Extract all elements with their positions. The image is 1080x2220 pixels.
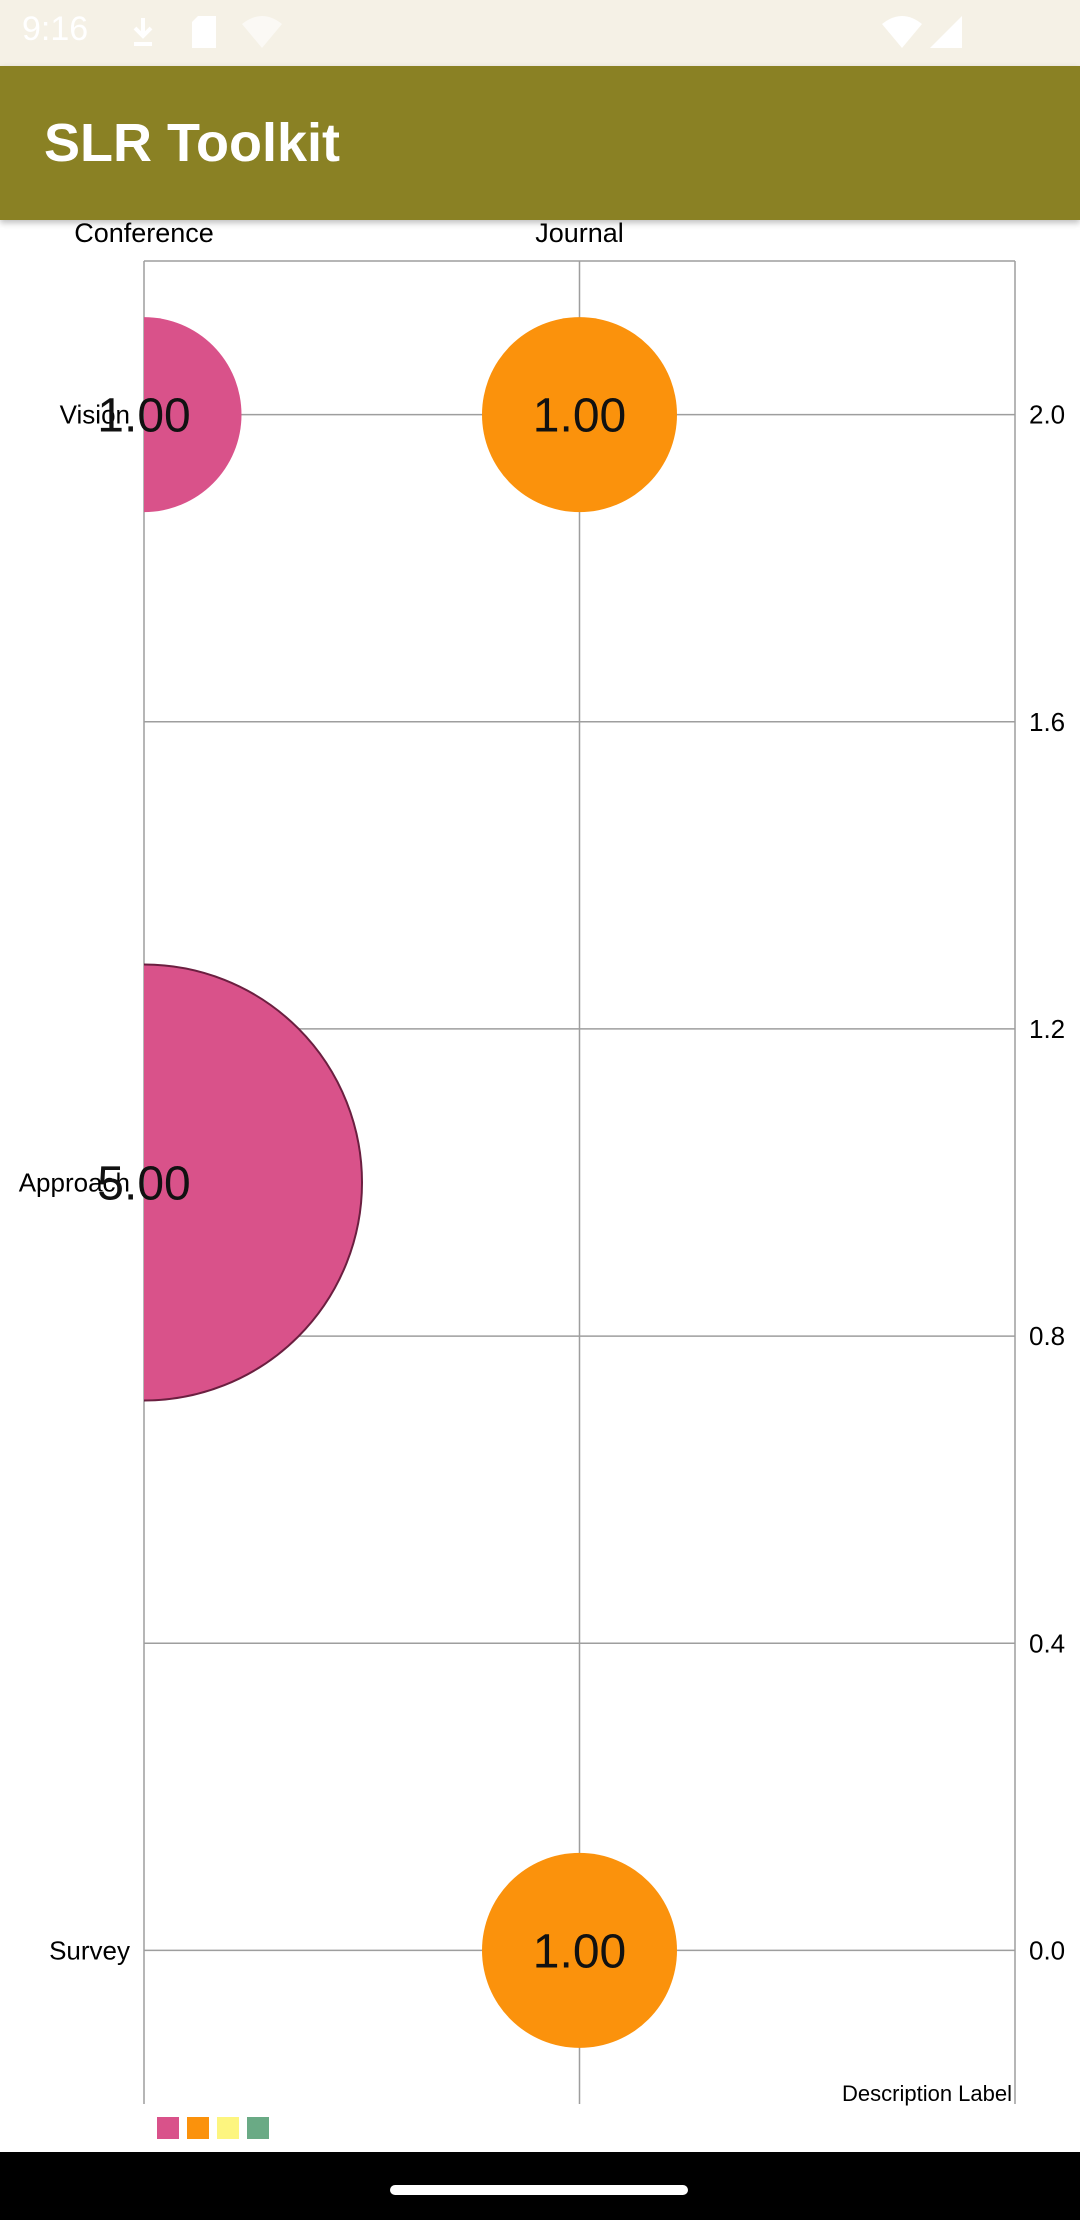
bubble-value-label: 5.00 <box>97 1158 190 1211</box>
y-tick-label-right: 2.0 <box>1029 400 1065 430</box>
wifi-question-icon <box>242 16 282 48</box>
app-bar: SLR Toolkit <box>0 66 1080 220</box>
x-tick-label: Conference <box>74 220 214 248</box>
description-label: Description Label <box>842 2081 1012 2106</box>
y-tick-label-right: 1.2 <box>1029 1014 1065 1044</box>
bubble-value-label: 1.00 <box>533 1925 626 1978</box>
legend-swatch[interactable] <box>247 2117 269 2139</box>
y-category-label: Survey <box>49 1935 130 1965</box>
bubble-value-label: 1.00 <box>97 390 190 443</box>
y-category-label: Vision <box>60 400 130 430</box>
y-tick-label-right: 1.6 <box>1029 707 1065 737</box>
signal-icon <box>930 16 962 48</box>
y-tick-label-right: 0.0 <box>1029 1935 1065 1965</box>
y-category-label: Approach <box>19 1168 130 1198</box>
wifi-icon <box>882 16 922 48</box>
status-bar: 9:16 <box>0 0 1080 66</box>
app-title: SLR Toolkit <box>44 113 340 173</box>
bubble <box>482 317 677 513</box>
legend-swatch[interactable] <box>217 2117 239 2139</box>
x-tick-label: Journal <box>535 220 624 248</box>
legend-swatch[interactable] <box>157 2117 179 2139</box>
status-time: 9:16 <box>22 10 89 48</box>
bubble-value-label: 1.00 <box>533 390 626 443</box>
bubble <box>144 963 363 1402</box>
bubble <box>482 1852 677 2048</box>
legend-swatch[interactable] <box>187 2117 209 2139</box>
sd-card-icon <box>192 16 216 48</box>
bubble-chart-container[interactable]: Conference Journal 0.0 0.4 0.8 1.2 1.6 2.0 Surve… <box>0 218 1080 2152</box>
download-icon <box>133 18 153 46</box>
bubble <box>144 317 242 513</box>
bubble-chart[interactable]: Conference Journal 0.0 0.4 0.8 1.2 1.6 2.0 Surve… <box>0 218 1080 2152</box>
y-tick-label-right: 0.4 <box>1029 1628 1065 1658</box>
y-tick-label-right: 0.8 <box>1029 1321 1065 1351</box>
home-gesture-handle[interactable] <box>390 2185 688 2195</box>
